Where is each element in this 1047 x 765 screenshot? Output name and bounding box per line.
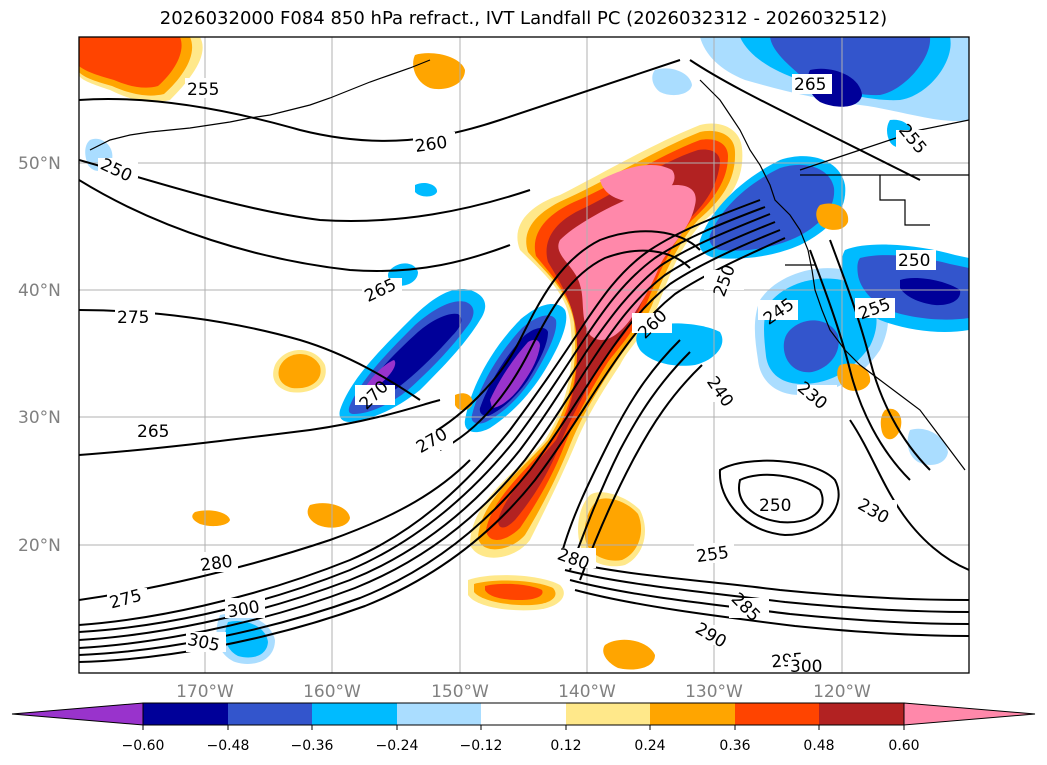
lon-label-170w: 170°W (176, 682, 234, 702)
colorbar-segment-over (903, 702, 1036, 726)
lat-label-50n: 50°N (18, 154, 61, 174)
colorbar-tick-label: −0.48 (207, 738, 250, 754)
colorbar-segment (397, 703, 481, 725)
colorbar-segment (312, 703, 397, 725)
lat-label-30n: 30°N (18, 408, 61, 428)
lon-label-140w: 140°W (558, 682, 616, 702)
colorbar-tick-label: −0.60 (122, 738, 165, 754)
contour-label: 275 (117, 308, 149, 328)
map-frame (78, 36, 970, 674)
contour-label: 255 (187, 80, 219, 100)
colorbar-tick-label: 0.60 (888, 738, 919, 754)
contour-label: 250 (898, 251, 930, 271)
colorbar-tick-label: 0.48 (803, 738, 834, 754)
contour-label: 265 (137, 422, 169, 442)
coastlines (89, 59, 969, 471)
lon-label-130w: 130°W (685, 682, 743, 702)
map-title: 2026032000 F084 850 hPa refract., IVT La… (159, 8, 888, 29)
colorbar-segment (735, 703, 819, 725)
colorbar-segment (143, 703, 228, 725)
contour-label: 280 (199, 552, 234, 576)
map-plot-area: 255 260 250 265 275 270 265 270 280 275 … (79, 37, 969, 677)
colorbar-segment-under (11, 702, 144, 726)
contour-label: 265 (794, 75, 826, 95)
colorbar-tick-label: 0.12 (550, 738, 581, 754)
contour-label: 260 (414, 133, 449, 157)
contour-label: 255 (695, 543, 730, 567)
lon-label-120w: 120°W (813, 682, 871, 702)
contour-label: 300 (790, 657, 822, 677)
colorbar-tick-label: −0.36 (291, 738, 334, 754)
colorbar-tick-label: −0.24 (376, 738, 419, 754)
colorbar-segment (566, 703, 650, 725)
colorbar: −0.60 −0.48 −0.36 −0.24 −0.12 0.12 0.24 … (11, 702, 1036, 754)
lon-label-160w: 160°W (303, 682, 361, 702)
colorbar-tick-label: 0.24 (634, 738, 665, 754)
colorbar-segment (650, 703, 735, 725)
colorbar-segment (481, 703, 566, 725)
lat-label-40n: 40°N (18, 281, 61, 301)
colorbar-segment (819, 703, 904, 725)
lat-label-20n: 20°N (18, 536, 61, 556)
colorbar-tick-label: −0.12 (460, 738, 503, 754)
lon-label-150w: 150°W (431, 682, 489, 702)
colorbar-tick-label: 0.36 (719, 738, 750, 754)
colorbar-segment (228, 703, 312, 725)
contour-label: 250 (759, 496, 791, 516)
